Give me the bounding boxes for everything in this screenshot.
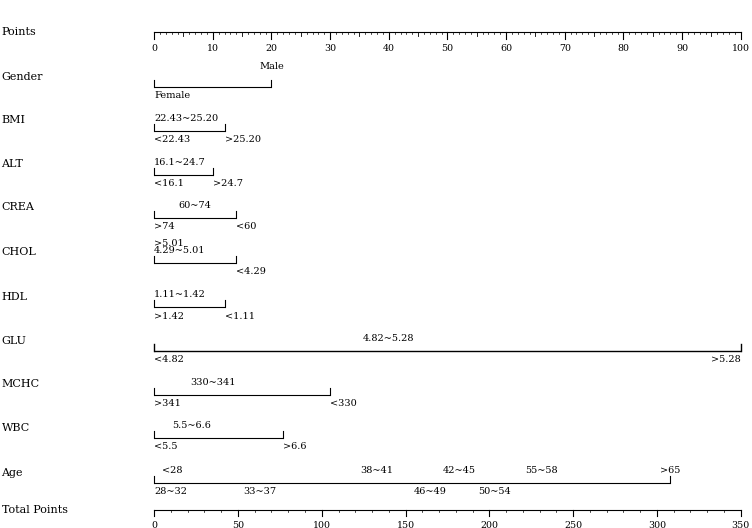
Text: BMI: BMI [2,116,26,125]
Text: 20: 20 [265,44,277,53]
Text: 50: 50 [441,44,453,53]
Text: 55~58: 55~58 [525,466,557,475]
Text: 300: 300 [648,521,666,528]
Text: 60: 60 [500,44,512,53]
Text: 1.11~1.42: 1.11~1.42 [154,290,206,299]
Text: 38~41: 38~41 [360,466,393,475]
Text: HDL: HDL [2,292,28,301]
Text: Male: Male [259,62,284,71]
Text: Total Points: Total Points [2,505,68,514]
Text: <16.1: <16.1 [154,179,184,188]
Text: 60~74: 60~74 [179,201,211,210]
Text: <22.43: <22.43 [154,135,190,144]
Text: 16.1~24.7: 16.1~24.7 [154,158,206,167]
Text: 50~54: 50~54 [478,487,511,496]
Text: >6.6: >6.6 [284,442,307,451]
Text: >1.42: >1.42 [154,312,184,320]
Text: 4.82~5.28: 4.82~5.28 [363,334,414,343]
Text: <330: <330 [330,399,357,408]
Text: 33~37: 33~37 [243,487,276,496]
Text: 80: 80 [617,44,629,53]
Text: WBC: WBC [2,423,30,432]
Text: 4.29~5.01: 4.29~5.01 [154,246,205,255]
Text: >65: >65 [660,466,681,475]
Text: 46~49: 46~49 [414,487,446,496]
Text: <1.11: <1.11 [225,312,254,320]
Text: 30: 30 [324,44,336,53]
Text: Age: Age [2,468,23,477]
Text: GLU: GLU [2,336,26,345]
Text: <28: <28 [162,466,182,475]
Text: MCHC: MCHC [2,380,40,389]
Text: >25.20: >25.20 [225,135,260,144]
Text: CHOL: CHOL [2,248,36,257]
Text: <4.29: <4.29 [236,267,266,276]
Text: >5.28: >5.28 [711,355,741,364]
Text: <4.82: <4.82 [154,355,184,364]
Text: Gender: Gender [2,72,43,81]
Text: 330~341: 330~341 [190,378,235,387]
Text: 28~32: 28~32 [154,487,187,496]
Text: <60: <60 [236,222,256,231]
Text: 0: 0 [151,44,157,53]
Text: 350: 350 [732,521,750,528]
Text: Points: Points [2,27,36,36]
Text: 5.5~6.6: 5.5~6.6 [171,421,211,430]
Text: 100: 100 [732,44,750,53]
Text: 50: 50 [232,521,244,528]
Text: ALT: ALT [2,159,23,169]
Text: 42~45: 42~45 [443,466,476,475]
Text: >5.01: >5.01 [154,239,184,248]
Text: 150: 150 [396,521,414,528]
Text: 10: 10 [207,44,219,53]
Text: 70: 70 [559,44,571,53]
Text: 0: 0 [151,521,157,528]
Text: 200: 200 [481,521,499,528]
Text: Female: Female [154,91,190,100]
Text: 22.43~25.20: 22.43~25.20 [154,114,218,123]
Text: <5.5: <5.5 [154,442,177,451]
Text: 100: 100 [313,521,331,528]
Text: 250: 250 [564,521,582,528]
Text: CREA: CREA [2,202,35,212]
Text: >341: >341 [154,399,181,408]
Text: 90: 90 [676,44,688,53]
Text: 40: 40 [383,44,395,53]
Text: >24.7: >24.7 [213,179,243,188]
Text: >74: >74 [154,222,174,231]
